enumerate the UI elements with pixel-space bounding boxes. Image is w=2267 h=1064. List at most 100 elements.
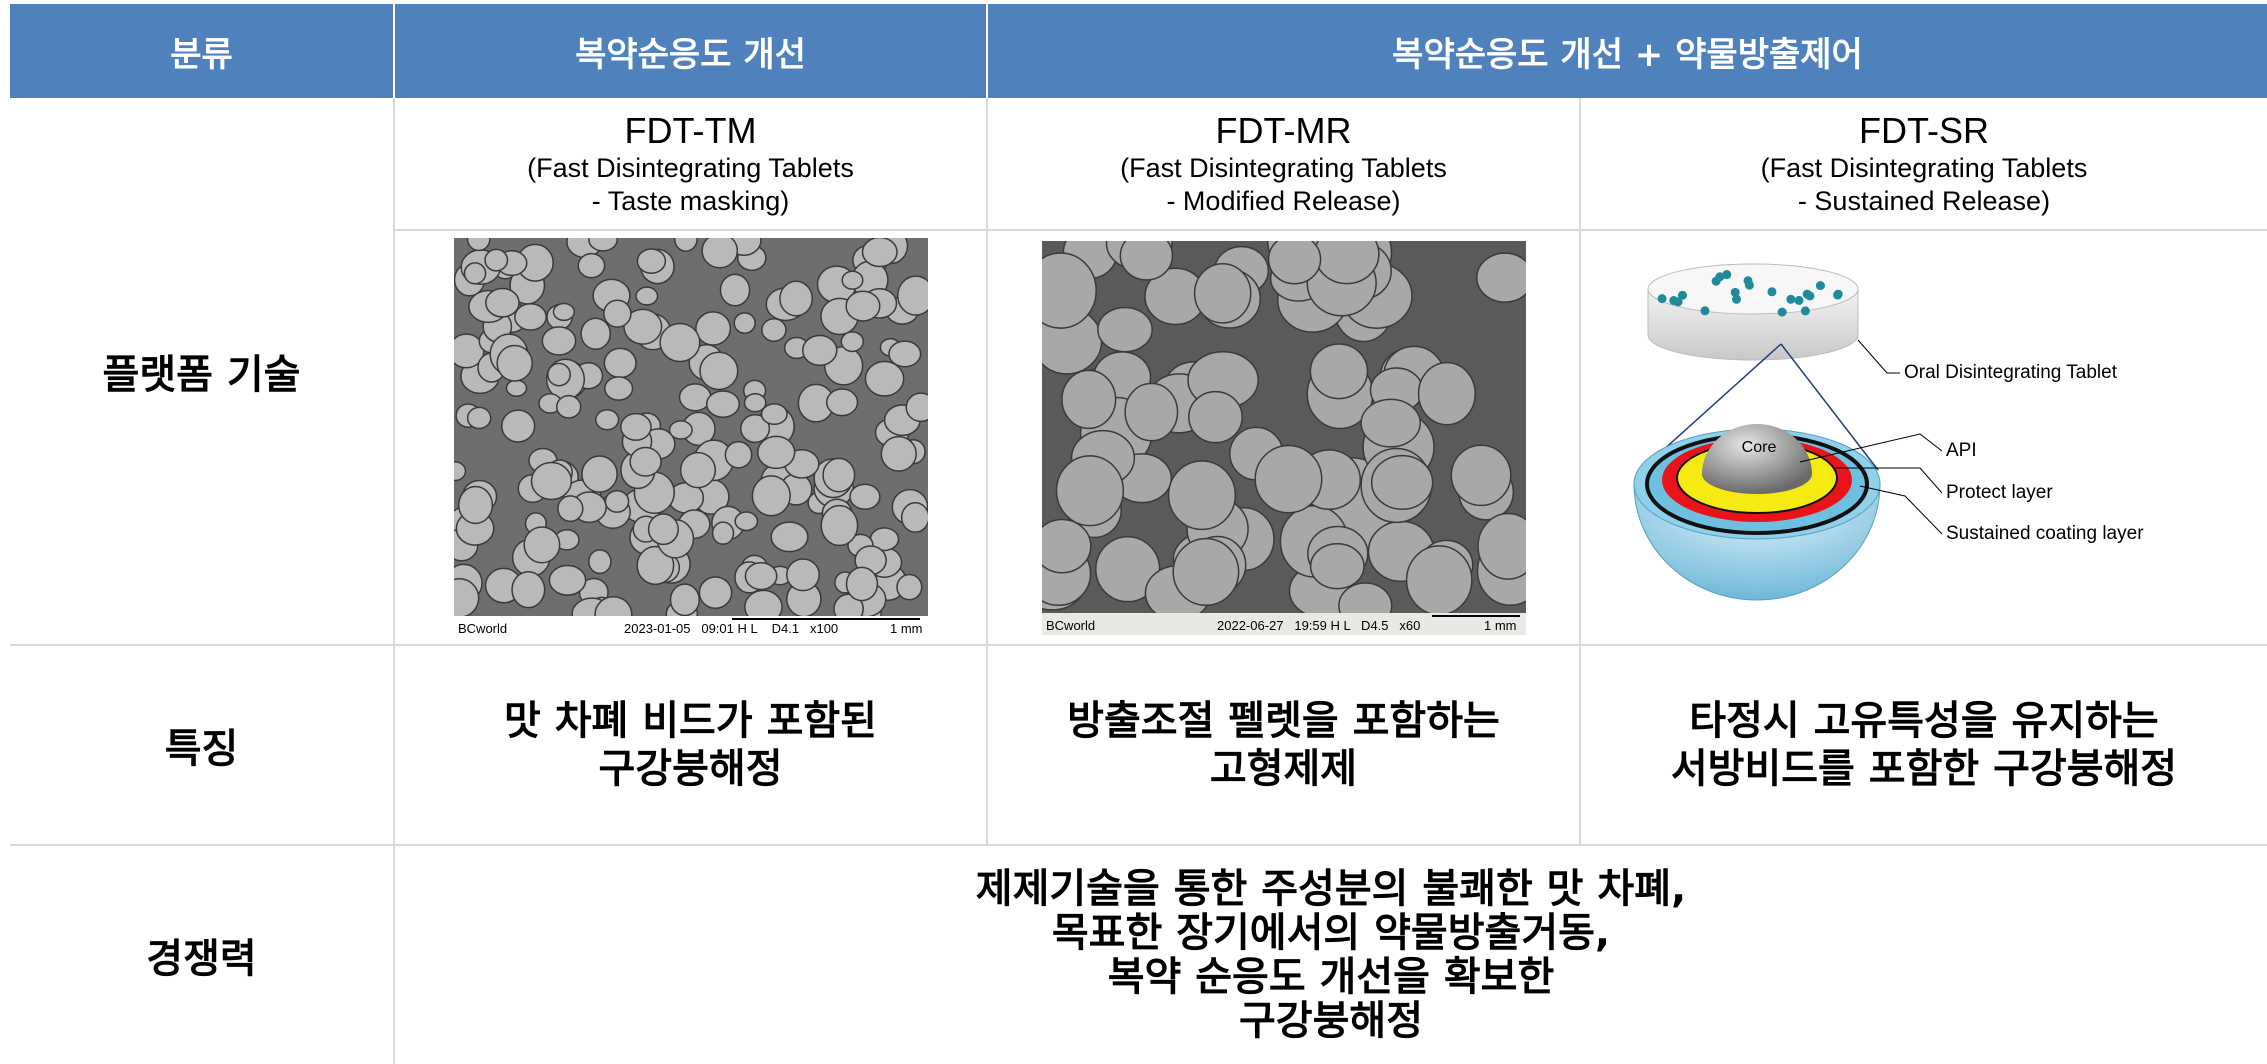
granule xyxy=(1167,459,1236,530)
granule xyxy=(1253,444,1322,514)
caption-source: BCworld xyxy=(1046,618,1095,633)
granule xyxy=(658,322,701,362)
granule xyxy=(522,525,560,563)
row-label: 플랫폼 기술 xyxy=(10,98,395,646)
diagram-label: Sustained coating layer xyxy=(1946,523,2144,544)
diagram-label: Oral Disintegrating Tablet xyxy=(1904,362,2118,383)
granule xyxy=(887,339,921,367)
granule xyxy=(634,285,658,306)
granule xyxy=(1370,454,1433,510)
product-desc: - Taste masking) xyxy=(591,185,790,216)
caption-scale: 1 mm xyxy=(1484,618,1517,633)
granule xyxy=(694,310,731,346)
granule xyxy=(587,548,612,574)
granule xyxy=(1123,382,1178,441)
granule xyxy=(463,261,486,285)
tablet-bead xyxy=(1794,295,1804,305)
granule xyxy=(673,237,698,252)
label-text: 특징 xyxy=(164,726,239,772)
granule xyxy=(636,247,666,274)
granule xyxy=(880,435,917,472)
feature-cell: 방출조절 펠렛을 포함하는 고형제제 xyxy=(988,646,1581,846)
granule xyxy=(864,360,904,397)
leader-line xyxy=(1857,339,1900,374)
granule xyxy=(622,308,662,345)
granule xyxy=(819,504,858,546)
granule xyxy=(732,311,756,334)
granule xyxy=(1055,454,1124,526)
caption-bar xyxy=(453,615,928,638)
granule xyxy=(711,520,734,545)
feature-cell: 맛 차폐 비드가 포함된 구강붕해정 xyxy=(395,646,988,846)
label-text: 플랫폼 기술 xyxy=(102,352,301,398)
product-cell: FDT-MR (Fast Disintegrating Tablets - Mo… xyxy=(988,98,1581,231)
granule xyxy=(739,413,770,443)
granule xyxy=(840,330,864,352)
granule xyxy=(669,582,700,616)
granule xyxy=(1171,537,1239,606)
granule xyxy=(904,391,928,422)
granule xyxy=(760,317,787,342)
granule xyxy=(513,302,547,331)
header-cell: 분류 xyxy=(10,4,395,98)
granule xyxy=(1309,542,1365,589)
granule xyxy=(1041,251,1097,329)
feature-line: 고형제제 xyxy=(1209,746,1358,792)
granule xyxy=(679,451,716,488)
caption-info: 2022-06-27 19:59 H L D4.5 x60 xyxy=(1217,618,1420,633)
granule xyxy=(1309,342,1368,399)
granule xyxy=(635,545,674,585)
granule xyxy=(733,510,758,531)
tablet-bead xyxy=(1802,289,1812,299)
product-desc: (Fast Disintegrating Tablets xyxy=(1760,152,2088,183)
granule xyxy=(594,408,619,430)
sem-image: BCworld 2022-06-27 19:59 H L D4.5 x60 1 … xyxy=(1041,240,1526,635)
granule xyxy=(466,237,491,251)
granule xyxy=(505,378,527,397)
granule xyxy=(580,454,618,493)
comp-line: 제제기술을 통한 주성분의 불쾌한 맛 차폐, xyxy=(975,866,1687,912)
granule xyxy=(705,389,740,418)
granule xyxy=(760,402,788,425)
image-cell: BCworld 2022-06-27 19:59 H L D4.5 x60 1 … xyxy=(988,231,1581,646)
granule xyxy=(453,460,466,481)
granule xyxy=(495,344,533,382)
granule xyxy=(778,280,813,317)
product-cell: FDT-SR (Fast Disintegrating Tablets - Su… xyxy=(1581,98,2267,231)
bead-diagram: Core Oral Disintegrating Tablet API Prot… xyxy=(1633,263,2144,601)
granule xyxy=(484,287,520,318)
granule xyxy=(604,489,629,513)
header-text: 분류 xyxy=(170,34,233,75)
product-desc: (Fast Disintegrating Tablets xyxy=(1120,152,1447,183)
granule xyxy=(483,248,508,272)
granule xyxy=(619,412,652,441)
feature-line: 방출조절 펠렛을 포함하는 xyxy=(1067,698,1500,744)
tablet-bead xyxy=(1767,287,1777,297)
granule xyxy=(1060,369,1116,429)
granule xyxy=(647,512,679,545)
feature-line: 서방비드를 포함한 구강붕해정 xyxy=(1670,746,2178,792)
granule xyxy=(1119,240,1173,281)
leader-line xyxy=(1859,485,1943,535)
granule xyxy=(844,290,881,322)
tablet-bead xyxy=(1800,306,1810,316)
granule xyxy=(603,347,637,378)
granule xyxy=(556,494,584,522)
label-text: 경쟁력 xyxy=(146,936,257,982)
granule xyxy=(668,419,693,440)
header-text: 복약순응도 개선 xyxy=(575,34,806,75)
header-cell: 복약순응도 개선 + 약물방출제어 xyxy=(988,4,2267,98)
granule xyxy=(548,564,586,596)
tablet-bead xyxy=(1711,276,1721,286)
comp-line: 복약 순응도 개선을 확보한 xyxy=(1107,954,1555,1000)
granule xyxy=(825,387,858,416)
sem-image: BCworld 2023-01-05 09:01 H L D4.1 x100 1… xyxy=(453,237,928,638)
tablet-bead xyxy=(1700,306,1710,316)
tablet-bead xyxy=(1777,307,1787,317)
leader-line xyxy=(1799,433,1943,463)
granule xyxy=(719,273,750,307)
tablet-bead xyxy=(1786,294,1796,304)
granule xyxy=(603,375,633,401)
tablet-bead xyxy=(1730,287,1740,297)
image-cell: BCworld 2023-01-05 09:01 H L D4.1 x100 1… xyxy=(395,231,988,646)
